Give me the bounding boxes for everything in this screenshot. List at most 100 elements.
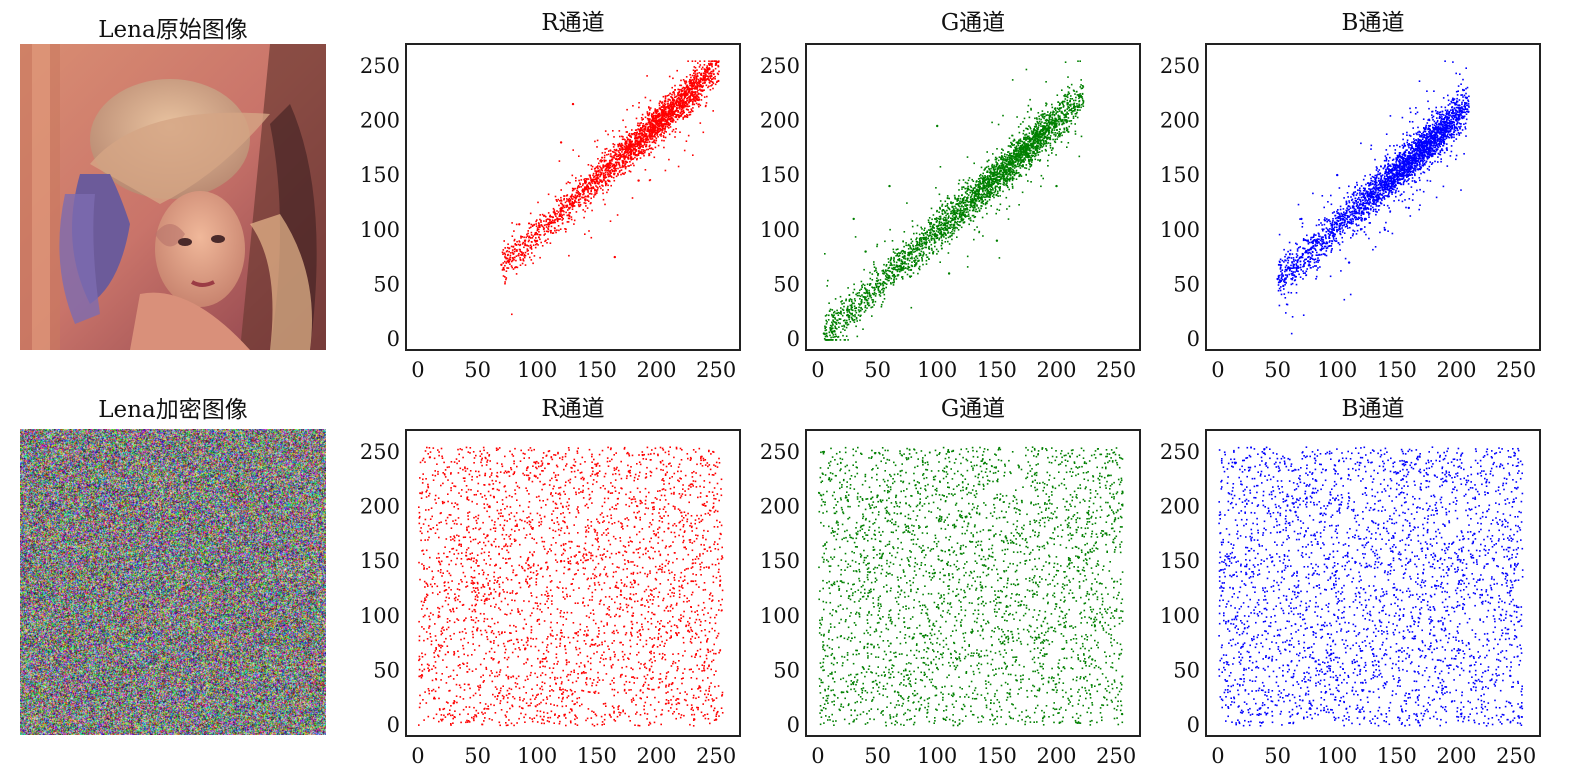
scatter-point	[927, 219, 930, 221]
scatter-point	[1007, 145, 1010, 147]
scatter-point	[839, 295, 842, 298]
scatter-point	[954, 197, 956, 200]
scatter-point	[981, 200, 983, 202]
scatter-point	[646, 135, 648, 137]
scatter-point	[974, 192, 976, 195]
scatter-point	[957, 199, 959, 202]
scatter-point	[946, 229, 949, 232]
scatter-point	[1020, 161, 1023, 164]
scatter-point	[876, 285, 878, 287]
scatter-point	[842, 309, 845, 311]
scatter-point	[511, 222, 513, 224]
scatter-point	[717, 61, 720, 63]
scatter-point	[528, 222, 530, 225]
scatter-point	[660, 112, 663, 114]
scatter-point	[947, 232, 949, 234]
scatter-point	[956, 212, 959, 215]
scatter-point	[987, 181, 990, 183]
scatter-point	[830, 336, 832, 339]
scatter-point	[832, 316, 834, 318]
scatter-point	[521, 253, 524, 255]
scatter-point	[905, 244, 907, 247]
scatter-point	[992, 167, 995, 169]
scatter-point	[691, 84, 693, 86]
scatter-point	[657, 114, 660, 116]
scatter-point	[531, 252, 533, 254]
scatter-point	[1078, 100, 1080, 103]
scatter-point	[956, 203, 958, 205]
scatter-point	[577, 204, 580, 206]
scatter-point	[960, 219, 963, 222]
scatter-point	[688, 89, 691, 91]
scatter-point	[1013, 138, 1016, 141]
scatter-point	[681, 102, 684, 105]
scatter-point	[847, 339, 849, 341]
scatter-point	[860, 280, 863, 283]
scatter-point	[615, 167, 617, 170]
scatter-point	[664, 169, 667, 172]
scatter-point	[850, 298, 853, 301]
scatter-point	[711, 62, 713, 65]
scatter-point	[1022, 121, 1024, 123]
scatter-point	[594, 192, 596, 194]
scatter-point	[1024, 136, 1027, 139]
scatter-point	[674, 136, 676, 138]
scatter-point	[538, 223, 540, 225]
scatter-point	[535, 237, 537, 239]
scatter-point	[599, 174, 602, 177]
scatter-point	[1047, 121, 1050, 123]
scatter-point	[825, 334, 828, 337]
scatter-point	[974, 203, 976, 206]
scatter-point	[1018, 204, 1020, 206]
scatter-point	[1028, 168, 1030, 171]
scatter-point	[657, 116, 659, 119]
scatter-point	[845, 335, 848, 337]
scatter-point	[599, 160, 601, 162]
scatter-point	[618, 147, 621, 150]
scatter-point	[667, 98, 670, 101]
scatter-point	[628, 141, 631, 143]
scatter-point	[829, 328, 832, 331]
scatter-point	[859, 309, 862, 312]
scatter-point	[1062, 131, 1064, 133]
scatter-point	[592, 172, 595, 175]
scatter-point	[842, 334, 844, 337]
scatter-point	[624, 149, 627, 152]
scatter-point	[524, 240, 526, 243]
scatter-point	[684, 91, 687, 94]
scatter-point	[828, 302, 830, 304]
scatter-point	[882, 269, 885, 272]
scatter-point	[607, 164, 610, 167]
scatter-point	[1028, 155, 1031, 157]
scatter-point	[875, 284, 877, 286]
scatter-point	[635, 132, 638, 134]
scatter-point	[1081, 92, 1084, 95]
scatter-point	[646, 123, 648, 126]
scatter-point	[649, 147, 651, 150]
scatter-point	[578, 205, 580, 208]
scatter-point	[932, 214, 935, 216]
scatter-point	[660, 124, 663, 127]
scatter-point	[1063, 127, 1065, 130]
scatter-point	[629, 143, 632, 146]
scatter-point	[530, 231, 533, 234]
scatter-point	[598, 181, 600, 183]
scatter-point	[1003, 167, 1006, 169]
scatter-point	[619, 149, 621, 151]
scatter-point	[981, 189, 984, 191]
scatter-point	[625, 161, 627, 164]
scatter-point	[680, 90, 683, 93]
scatter-point	[1060, 132, 1062, 134]
scatter-point	[614, 167, 616, 169]
scatter-point	[563, 213, 565, 216]
scatter-point	[662, 106, 665, 109]
scatter-point	[651, 131, 654, 133]
scatter-point	[938, 222, 941, 224]
scatter-point	[585, 178, 588, 181]
scatter-point	[1010, 170, 1013, 173]
scatter-point	[1017, 162, 1019, 165]
scatter-point	[679, 99, 682, 103]
scatter-point	[962, 206, 965, 208]
scatter-point	[987, 182, 989, 184]
scatter-point	[883, 287, 886, 290]
